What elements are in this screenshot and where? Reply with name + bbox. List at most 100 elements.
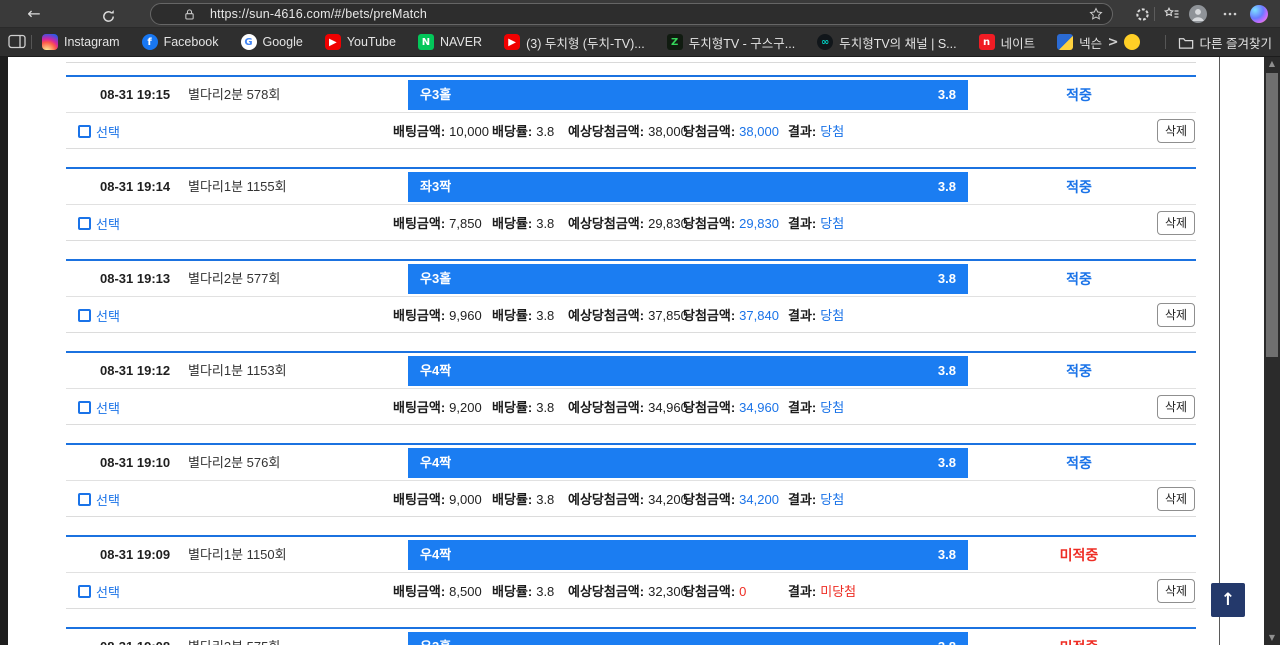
delete-button[interactable]: 삭제 bbox=[1157, 487, 1195, 511]
bookmark-item[interactable]: ∞ 두치형TV의 채널 | S... bbox=[817, 33, 957, 52]
pick-bar: 우3홀 3.8 bbox=[408, 264, 968, 294]
select-row-control[interactable]: 선택 bbox=[78, 114, 120, 149]
won-amount: 당첨금액: 37,840 bbox=[683, 308, 779, 323]
bookmark-item[interactable]: 넷마블 bbox=[1124, 33, 1142, 52]
pick-odds: 3.8 bbox=[937, 87, 956, 102]
scrollbar-down-arrow-icon[interactable]: ▼ bbox=[1268, 633, 1276, 642]
odds-rate: 배당률: 3.8 bbox=[492, 400, 555, 415]
bookmarks-list: Instagram f Facebook G Google ▶ YouTube … bbox=[42, 28, 1142, 56]
won-amount: 당첨금액: 29,830 bbox=[683, 216, 779, 231]
bet-game-name: 별다리1분 1153회 bbox=[188, 363, 287, 378]
won-amount: 당첨금액: 38,000 bbox=[683, 124, 779, 139]
bet-row: 08-31 19:13 별다리2분 577회 우3홀 3.8 적중 선택 배팅금… bbox=[66, 259, 1196, 351]
row-checkbox[interactable] bbox=[78, 585, 91, 598]
bet-time: 08-31 19:15 bbox=[100, 87, 171, 102]
row-top-divider bbox=[66, 167, 1196, 169]
bet-amount: 배팅금액: 8,500 bbox=[393, 584, 482, 599]
result: 결과: 당첨 bbox=[788, 492, 845, 507]
row-checkbox[interactable] bbox=[78, 493, 91, 506]
status-badge: 적중 bbox=[1066, 455, 1092, 471]
bookmark-item[interactable]: 넥슨 bbox=[1057, 33, 1102, 52]
bet-list: 08-31 19:15 별다리2분 578회 우3홀 3.8 적중 선택 배팅금… bbox=[66, 75, 1196, 645]
bet-row: 08-31 19:15 별다리2분 578회 우3홀 3.8 적중 선택 배팅금… bbox=[66, 75, 1196, 167]
select-label: 선택 bbox=[96, 585, 120, 600]
odds-rate: 배당률: 3.8 bbox=[492, 308, 555, 323]
pick-label: 우4짝 bbox=[420, 547, 452, 562]
result: 결과: 당첨 bbox=[788, 216, 845, 231]
url-text[interactable]: https://sun-4616.com/#/bets/preMatch bbox=[210, 7, 428, 21]
delete-button[interactable]: 삭제 bbox=[1157, 579, 1195, 603]
delete-button[interactable]: 삭제 bbox=[1157, 395, 1195, 419]
bet-row-detail: 선택 배팅금액: 10,000 배당률: 3.8 예상당첨금액: 38,000 당첨금… bbox=[66, 114, 1196, 149]
address-bar[interactable]: https://sun-4616.com/#/bets/preMatch bbox=[150, 3, 1113, 25]
pick-bar: 우3홀 3.8 bbox=[408, 80, 968, 110]
refresh-icon[interactable] bbox=[96, 0, 120, 28]
back-icon[interactable]: ← bbox=[27, 4, 41, 23]
bookmarks-bar: Instagram f Facebook G Google ▶ YouTube … bbox=[0, 28, 1280, 57]
delete-button[interactable]: 삭제 bbox=[1157, 211, 1195, 235]
select-row-control[interactable]: 선택 bbox=[78, 298, 120, 333]
copilot-icon[interactable] bbox=[1250, 5, 1268, 23]
bet-row-detail: 선택 배팅금액: 9,200 배당률: 3.8 예상당첨금액: 34,960 당첨금액… bbox=[66, 390, 1196, 425]
lock-icon bbox=[183, 8, 196, 21]
bookmark-item[interactable]: Z 두치형TV - 구스구... bbox=[666, 33, 795, 52]
status-badge: 적중 bbox=[1066, 87, 1092, 103]
profile-avatar[interactable] bbox=[1188, 4, 1208, 24]
status-badge: 적중 bbox=[1066, 179, 1092, 195]
result: 결과: 당첨 bbox=[788, 124, 845, 139]
bet-row-header: 08-31 19:08 별다리2분 575회 우3홀 3.8 미적중 bbox=[66, 629, 1196, 645]
odds-rate: 배당률: 3.8 bbox=[492, 216, 555, 231]
select-row-control[interactable]: 선택 bbox=[78, 574, 120, 609]
bookmark-item[interactable]: G Google bbox=[240, 34, 303, 50]
pick-bar: 우4짝 3.8 bbox=[408, 540, 968, 570]
row-checkbox[interactable] bbox=[78, 401, 91, 414]
bet-row-header: 08-31 19:12 별다리1분 1153회 우4짝 3.8 적중 bbox=[66, 353, 1196, 389]
bet-row-detail: 선택 배팅금액: 7,850 배당률: 3.8 예상당첨금액: 29,830 당첨금액… bbox=[66, 206, 1196, 241]
expected-winnings: 예상당첨금액: 37,850 bbox=[568, 308, 688, 323]
row-top-divider bbox=[66, 351, 1196, 353]
select-row-control[interactable]: 선택 bbox=[78, 206, 120, 241]
row-checkbox[interactable] bbox=[78, 125, 91, 138]
sidebar-panel-icon[interactable] bbox=[8, 34, 26, 54]
other-favorites-button[interactable]: 다른 즐겨찾기 bbox=[1178, 33, 1272, 52]
bookmarks-right-group: > 다른 즐겨찾기 bbox=[1108, 28, 1272, 56]
row-checkbox[interactable] bbox=[78, 217, 91, 230]
pick-odds: 3.8 bbox=[937, 271, 956, 286]
previous-row-edge bbox=[66, 62, 1196, 63]
bookmark-item[interactable]: n 네이트 bbox=[978, 33, 1035, 52]
status-badge: 미적중 bbox=[1019, 629, 1139, 645]
delete-button[interactable]: 삭제 bbox=[1157, 303, 1195, 327]
bet-amount: 배팅금액: 9,960 bbox=[393, 308, 482, 323]
pick-label: 우4짝 bbox=[420, 455, 452, 470]
bookmarks-overflow-chevron[interactable]: > bbox=[1107, 34, 1119, 50]
scrollbar-thumb[interactable] bbox=[1266, 73, 1278, 357]
pick-label: 우3홀 bbox=[420, 632, 451, 645]
bet-row-detail: 선택 배팅금액: 9,000 배당률: 3.8 예상당첨금액: 34,200 당첨금액… bbox=[66, 482, 1196, 517]
delete-button[interactable]: 삭제 bbox=[1157, 119, 1195, 143]
pick-label: 우3홀 bbox=[420, 271, 452, 286]
nate-icon: n bbox=[978, 34, 995, 50]
menu-ellipsis-icon[interactable] bbox=[1220, 4, 1240, 24]
favorites-collections-icon[interactable] bbox=[1162, 4, 1182, 24]
bookmark-item[interactable]: ▶ (3) 두치형 (두치-TV)... bbox=[504, 33, 645, 52]
page-left-gutter bbox=[0, 57, 8, 645]
bookmark-item[interactable]: N NAVER bbox=[417, 34, 482, 50]
bet-amount: 배팅금액: 9,200 bbox=[393, 400, 482, 415]
page-scrollbar[interactable]: ▲ ▼ bbox=[1264, 57, 1280, 645]
favorite-star-icon[interactable] bbox=[1089, 7, 1103, 21]
bookmark-item[interactable]: ▶ YouTube bbox=[324, 34, 396, 50]
scroll-to-top-button[interactable]: ↑ bbox=[1211, 583, 1245, 617]
select-row-control[interactable]: 선택 bbox=[78, 390, 120, 425]
bookmark-item[interactable]: f Facebook bbox=[141, 34, 219, 50]
bet-amount: 배팅금액: 9,000 bbox=[393, 492, 482, 507]
pick-bar: 우4짝 3.8 bbox=[408, 448, 968, 478]
other-favorites-label: 다른 즐겨찾기 bbox=[1199, 36, 1272, 51]
row-checkbox[interactable] bbox=[78, 309, 91, 322]
pick-bar: 좌3짝 3.8 bbox=[408, 172, 968, 202]
row-top-divider bbox=[66, 75, 1196, 77]
bookmark-item[interactable]: Instagram bbox=[42, 34, 120, 50]
scrollbar-up-arrow-icon[interactable]: ▲ bbox=[1268, 59, 1276, 68]
extensions-icon[interactable] bbox=[1132, 4, 1152, 24]
select-row-control[interactable]: 선택 bbox=[78, 482, 120, 517]
bet-game-name: 별다리2분 577회 bbox=[188, 271, 281, 286]
